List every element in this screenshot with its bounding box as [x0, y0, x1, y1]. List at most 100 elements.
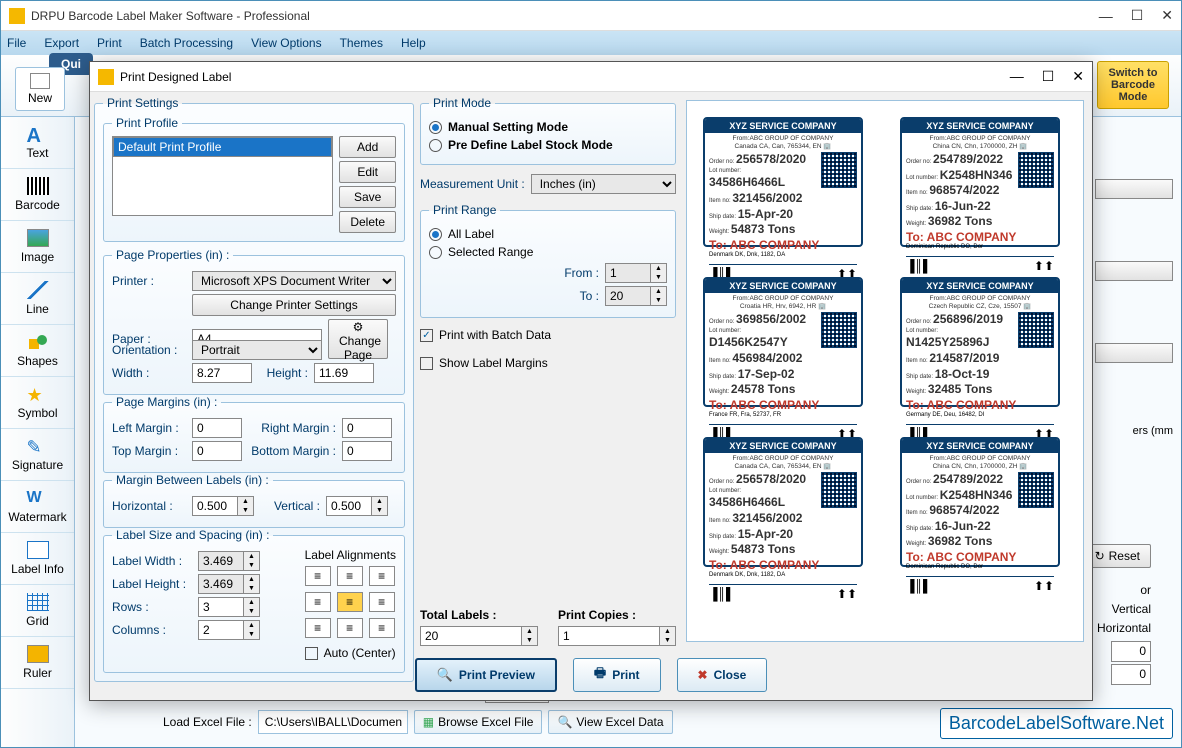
- preview-label: XYZ SERVICE COMPANYFrom:ABC GROUP OF COM…: [703, 277, 863, 407]
- from-spinner[interactable]: ▲▼: [605, 263, 667, 283]
- lh-spinner[interactable]: ▲▼: [198, 574, 260, 594]
- bottom-margin-input[interactable]: [342, 441, 392, 461]
- delete-button[interactable]: Delete: [339, 211, 396, 233]
- align-bl[interactable]: ≡: [305, 618, 331, 638]
- new-icon: [30, 73, 50, 89]
- labelinfo-icon: [27, 541, 49, 559]
- tool-barcode[interactable]: Barcode: [1, 169, 74, 221]
- dialog-title: Print Designed Label: [120, 70, 1010, 84]
- predefine-mode-radio[interactable]: Pre Define Label Stock Mode: [429, 138, 667, 152]
- dropdown-fragment[interactable]: [1095, 261, 1173, 281]
- shapes-icon: [27, 333, 49, 351]
- align-tl[interactable]: ≡: [305, 566, 331, 586]
- align-tr[interactable]: ≡: [369, 566, 395, 586]
- height-input[interactable]: [314, 363, 374, 383]
- close-icon[interactable]: ✕: [1161, 7, 1173, 24]
- align-br[interactable]: ≡: [369, 618, 395, 638]
- preview-label: XYZ SERVICE COMPANYFrom:ABC GROUP OF COM…: [900, 437, 1060, 567]
- add-button[interactable]: Add: [339, 136, 396, 158]
- browse-excel-button[interactable]: ▦Browse Excel File: [414, 710, 543, 734]
- print-button[interactable]: 🖶 Print: [573, 658, 661, 692]
- copies-spinner[interactable]: ▲▼: [558, 626, 676, 646]
- lw-spinner[interactable]: ▲▼: [198, 551, 260, 571]
- cols-spinner[interactable]: ▲▼: [198, 620, 260, 640]
- minimize-icon[interactable]: —: [1099, 8, 1113, 24]
- profile-list[interactable]: Default Print Profile: [112, 136, 333, 216]
- align-bc[interactable]: ≡: [337, 618, 363, 638]
- close-button[interactable]: ✖ Close: [677, 658, 768, 692]
- save-button[interactable]: Save: [339, 186, 396, 208]
- orientation-select[interactable]: Portrait: [192, 340, 322, 360]
- preview-label: XYZ SERVICE COMPANYFrom:ABC GROUP OF COM…: [900, 117, 1060, 247]
- menu-batch[interactable]: Batch Processing: [140, 36, 233, 50]
- rows-spinner[interactable]: ▲▼: [198, 597, 260, 617]
- symbol-icon: ★: [27, 385, 49, 403]
- auto-center-checkbox[interactable]: [305, 647, 318, 660]
- tool-shapes[interactable]: Shapes: [1, 325, 74, 377]
- menu-help[interactable]: Help: [401, 36, 426, 50]
- text-icon: A: [27, 125, 49, 143]
- main-titlebar: DRPU Barcode Label Maker Software - Prof…: [1, 1, 1181, 31]
- unit-select[interactable]: Inches (in): [531, 174, 676, 194]
- profile-item[interactable]: Default Print Profile: [113, 137, 332, 157]
- dlg-close-icon[interactable]: ✕: [1072, 68, 1084, 85]
- tool-image[interactable]: Image: [1, 221, 74, 273]
- view-excel-button[interactable]: 🔍View Excel Data: [548, 710, 672, 734]
- vert-spinner[interactable]: ▲▼: [326, 496, 388, 516]
- menu-view[interactable]: View Options: [251, 36, 321, 50]
- grid-icon: [27, 593, 49, 611]
- dropdown-fragment[interactable]: [1095, 343, 1173, 363]
- menubar: File Export Print Batch Processing View …: [1, 31, 1181, 55]
- tool-text[interactable]: AText: [1, 117, 74, 169]
- align-tc[interactable]: ≡: [337, 566, 363, 586]
- alignment-grid: ≡ ≡ ≡ ≡ ≡ ≡ ≡ ≡ ≡: [305, 566, 396, 638]
- batch-checkbox[interactable]: ✓: [420, 329, 433, 342]
- preview-pane: XYZ SERVICE COMPANYFrom:ABC GROUP OF COM…: [686, 100, 1084, 642]
- margins-checkbox[interactable]: [420, 357, 433, 370]
- all-label-radio[interactable]: All Label: [429, 227, 667, 241]
- tool-ruler[interactable]: Ruler: [1, 637, 74, 689]
- tool-labelinfo[interactable]: Label Info: [1, 533, 74, 585]
- switch-mode-button[interactable]: Switch to Barcode Mode: [1097, 61, 1169, 109]
- dlg-minimize-icon[interactable]: —: [1010, 68, 1024, 85]
- new-button[interactable]: New: [15, 67, 65, 111]
- align-mr[interactable]: ≡: [369, 592, 395, 612]
- print-settings-group: Print Settings Print Profile Default Pri…: [94, 96, 414, 682]
- align-mc[interactable]: ≡: [337, 592, 363, 612]
- total-spinner[interactable]: ▲▼: [420, 626, 538, 646]
- menu-print[interactable]: Print: [97, 36, 122, 50]
- horiz-spinner[interactable]: ▲▼: [192, 496, 254, 516]
- print-preview-button[interactable]: 🔍 Print Preview: [415, 658, 557, 692]
- manual-mode-radio[interactable]: Manual Setting Mode: [429, 120, 667, 134]
- tool-line[interactable]: Line: [1, 273, 74, 325]
- tool-signature[interactable]: ✎Signature: [1, 429, 74, 481]
- right-panel-fragments: ers (mm: [1095, 179, 1173, 437]
- menu-export[interactable]: Export: [44, 36, 79, 50]
- maximize-icon[interactable]: ☐: [1131, 7, 1144, 24]
- dropdown-fragment[interactable]: [1095, 179, 1173, 199]
- dlg-maximize-icon[interactable]: ☐: [1042, 68, 1055, 85]
- tool-watermark[interactable]: WWatermark: [1, 481, 74, 533]
- excel-path: C:\Users\IBALL\Documen: [258, 710, 408, 734]
- reset-button[interactable]: ↻ Reset: [1084, 544, 1151, 568]
- to-spinner[interactable]: ▲▼: [605, 286, 667, 306]
- app-icon: [9, 8, 25, 24]
- menu-themes[interactable]: Themes: [340, 36, 383, 50]
- dialog-icon: [98, 69, 114, 85]
- sel-range-radio[interactable]: Selected Range: [429, 245, 667, 259]
- watermark-icon: W: [27, 489, 49, 507]
- change-page-button[interactable]: ⚙ Change Page: [328, 319, 388, 359]
- barcode-icon: [27, 177, 49, 195]
- left-margin-input[interactable]: [192, 418, 242, 438]
- right-margin-input[interactable]: [342, 418, 392, 438]
- edit-button[interactable]: Edit: [339, 161, 396, 183]
- app-title: DRPU Barcode Label Maker Software - Prof…: [31, 9, 1099, 23]
- printer-select[interactable]: Microsoft XPS Document Writer: [192, 271, 396, 291]
- tool-symbol[interactable]: ★Symbol: [1, 377, 74, 429]
- align-ml[interactable]: ≡: [305, 592, 331, 612]
- menu-file[interactable]: File: [7, 36, 26, 50]
- width-input[interactable]: [192, 363, 252, 383]
- top-margin-input[interactable]: [192, 441, 242, 461]
- tool-grid[interactable]: Grid: [1, 585, 74, 637]
- change-printer-button[interactable]: Change Printer Settings: [192, 294, 396, 316]
